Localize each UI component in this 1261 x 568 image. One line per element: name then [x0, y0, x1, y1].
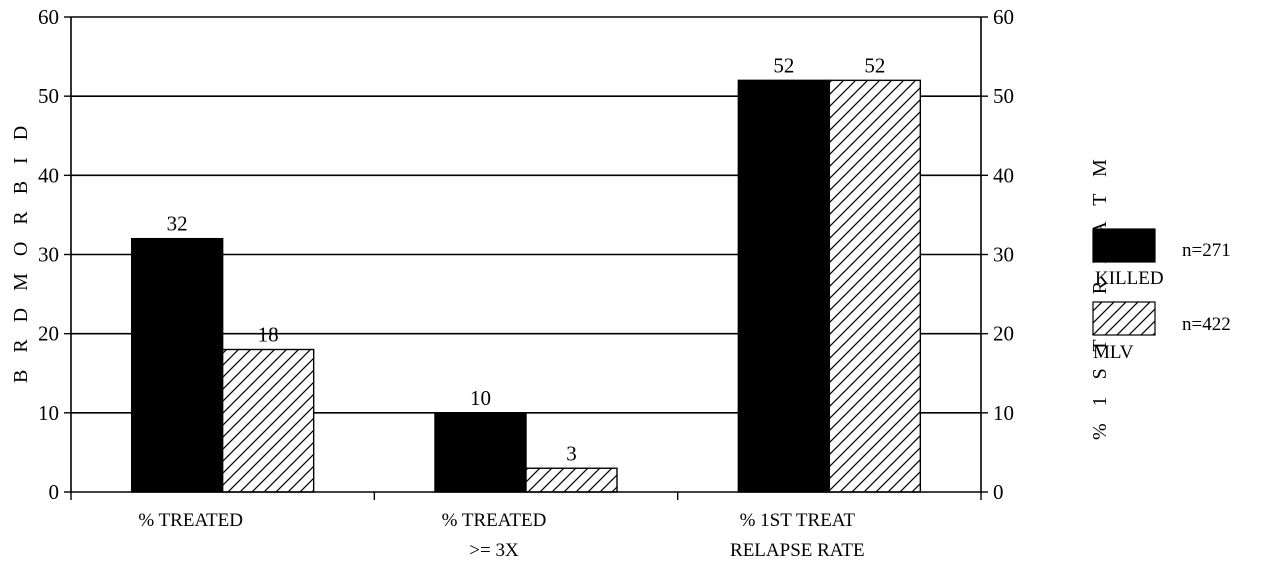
- left-tick-label: 0: [49, 480, 60, 504]
- right-tick-label: 20: [993, 322, 1014, 346]
- right-tick-label: 30: [993, 243, 1014, 267]
- left-tick-label: 50: [38, 84, 59, 108]
- right-tick-label: 10: [993, 401, 1014, 425]
- data-label: 52: [864, 53, 885, 77]
- right-y-axis-title: % 1 S T T R E A T M: [1089, 156, 1111, 440]
- data-label: 32: [167, 212, 188, 236]
- legend-label-killed: KILLED: [1095, 268, 1164, 289]
- left-tick-label: 10: [38, 401, 59, 425]
- bar-mlv-1: [221, 348, 315, 493]
- bar-mlv-3: [828, 79, 922, 493]
- data-label: 52: [773, 53, 794, 77]
- right-tick-label: 60: [993, 5, 1014, 29]
- data-labels: 32 18 10 3 52 52: [167, 53, 886, 465]
- left-y-axis-title: B R D M O R B I D: [10, 123, 32, 383]
- bar-mlv-2: [525, 467, 618, 493]
- legend: n=271 KILLED n=422 MLV: [1092, 228, 1231, 363]
- left-tick-label: 30: [38, 243, 59, 267]
- left-axis-title-text: B R D M O R B I D: [10, 123, 32, 383]
- bar-killed-1: [130, 237, 224, 493]
- bar-killed-3: [737, 79, 831, 493]
- data-label: 18: [258, 323, 279, 347]
- bars: [130, 79, 922, 493]
- left-tick-label: 40: [38, 163, 59, 187]
- legend-count-mlv: n=422: [1182, 314, 1231, 335]
- legend-count-killed: n=271: [1182, 240, 1231, 261]
- category-label: % TREATED: [442, 510, 547, 531]
- bar-killed-2: [434, 412, 527, 493]
- right-tick-label: 0: [993, 480, 1004, 504]
- category-label: % 1ST TREAT: [740, 510, 856, 531]
- right-axis-title-text: % 1 S T T R E A T M: [1089, 156, 1111, 440]
- data-label: 3: [566, 441, 577, 465]
- left-tick-label: 20: [38, 322, 59, 346]
- right-tick-label: 40: [993, 163, 1014, 187]
- right-tick-label: 50: [993, 84, 1014, 108]
- category-label: % TREATED: [138, 510, 243, 531]
- data-label: 10: [470, 386, 491, 410]
- left-tick-label: 60: [38, 5, 59, 29]
- legend-swatch-mlv: [1092, 301, 1156, 336]
- category-label: RELAPSE RATE: [730, 540, 865, 561]
- legend-swatch-killed: [1092, 228, 1156, 263]
- left-y-axis: 0 10 20 30 40 50 60: [38, 5, 71, 504]
- right-y-axis: 0 10 20 30 40 50 60: [981, 5, 1014, 504]
- category-label: >= 3X: [469, 540, 519, 561]
- x-axis-category-labels: % TREATED % TREATED >= 3X % 1ST TREAT RELAPS…: [138, 510, 864, 561]
- legend-label-mlv: MLV: [1093, 342, 1134, 363]
